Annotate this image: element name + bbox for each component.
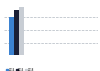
Legend: 2014, 2016, 2018: 2014, 2016, 2018	[5, 67, 35, 71]
Bar	[19, 7, 24, 55]
Bar	[9, 17, 14, 55]
Bar	[14, 10, 19, 55]
